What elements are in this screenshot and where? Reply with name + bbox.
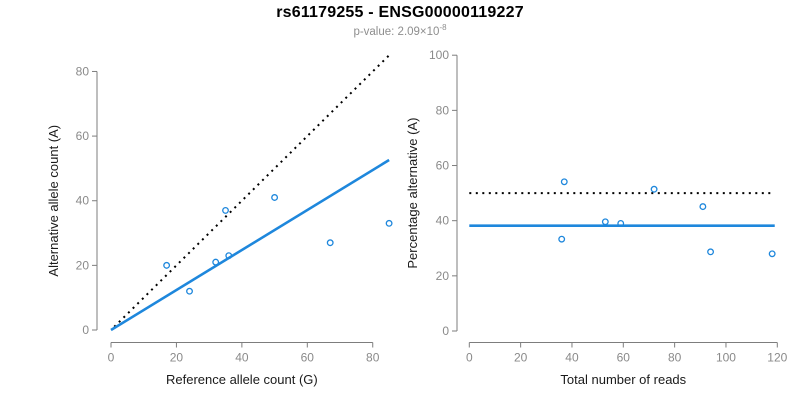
x-tick-label: 20	[514, 351, 528, 365]
x-tick-label: 0	[108, 351, 115, 365]
percentage-reads-scatter: 0 20 40 60 80 100 0 20 40 60 80 100 120 Total number …	[405, 48, 788, 387]
x-tick-label: 80	[366, 351, 380, 365]
data-point	[558, 235, 566, 243]
data-point	[385, 219, 393, 227]
x-tick-label: 60	[617, 351, 631, 365]
y-tick-label: 20	[436, 269, 450, 283]
y-tick-label: 80	[76, 64, 90, 78]
x-axis-title: Reference allele count (G)	[166, 372, 318, 387]
data-point	[601, 218, 609, 226]
x-tick-label: 40	[235, 351, 249, 365]
data-point	[617, 219, 625, 227]
data-point	[271, 194, 279, 201]
p-value-exponent: -8	[439, 23, 447, 32]
x-axis-title: Total number of reads	[560, 372, 686, 387]
figure-title: rs61179255 - ENSG00000119227	[276, 4, 524, 21]
y-tick-label: 0	[82, 323, 89, 337]
data-point	[768, 250, 776, 258]
y-tick-label: 40	[76, 194, 90, 208]
data-point	[212, 258, 220, 266]
data-point	[707, 248, 715, 256]
x-tick-label: 0	[466, 351, 473, 365]
p-value-subtitle: p-value: 2.09×10-8	[0, 23, 800, 38]
data-point	[326, 239, 334, 247]
data-point	[222, 206, 229, 214]
x-tick-label: 100	[716, 351, 736, 365]
y-tick-label: 40	[436, 214, 450, 228]
y-tick-label: 20	[76, 258, 90, 272]
x-tick-label: 20	[170, 351, 184, 365]
data-point	[186, 287, 193, 295]
y-axis-title: Alternative allele count (A)	[46, 125, 61, 277]
x-tick-label: 60	[301, 351, 315, 365]
x-tick-label: 40	[565, 351, 579, 365]
allele-count-scatter: 0 20 40 60 80 0 20 40 60 80 Reference allele count…	[46, 54, 393, 387]
regression-line	[110, 158, 390, 332]
y-tick-label: 0	[442, 324, 449, 338]
data-point	[699, 203, 707, 211]
y-tick-label: 80	[436, 103, 450, 117]
identity-line	[113, 54, 390, 328]
data-point	[225, 252, 233, 260]
x-tick-label: 80	[668, 351, 682, 365]
data-point	[560, 178, 568, 186]
x-tick-label: 120	[767, 351, 787, 365]
y-tick-label: 60	[436, 159, 450, 173]
data-point	[163, 261, 171, 269]
p-value-text: p-value: 2.09×10	[353, 25, 440, 38]
y-tick-label: 60	[76, 129, 90, 143]
y-tick-label: 100	[429, 48, 449, 62]
y-axis-title: Percentage alternative (A)	[405, 118, 420, 269]
data-point	[650, 185, 658, 193]
